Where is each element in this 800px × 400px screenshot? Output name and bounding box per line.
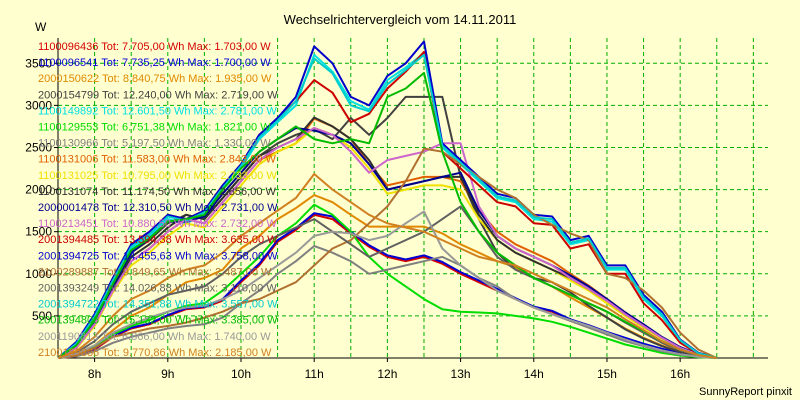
legend-entry: 1100131025 Tot: 10.795,00 Wh Max: 2.733,… [38,170,277,182]
x-tick-label: 8h [88,367,101,381]
legend-entry: 2100289887 Tot: 9.849,65 Wh Max: 2.487,0… [38,266,272,278]
series-line [57,95,717,359]
y-axis-unit: W [35,20,47,34]
y-tick-label: 3000 [25,98,52,112]
x-tick-label: 13h [451,367,471,381]
series-line [57,126,717,359]
series-line [57,173,717,359]
legend-entry: 1100130966 Tot: 5.197,50 Wh Max: 1.330,0… [38,138,271,150]
x-tick-label: 15h [597,367,617,381]
x-tick-label: 9h [161,367,174,381]
x-tick-label: 11h [305,367,324,381]
y-tick-label: 500 [32,309,52,323]
y-tick-label: 2000 [25,183,52,197]
legend-entry: 2001190813 Tot: 6.866,00 Wh Max: 1.740,0… [38,331,271,343]
legend-entry: 2000154799 Tot: 12.240,00 Wh Max: 2.719,… [38,89,278,101]
series-line [57,40,718,359]
axes: 500 1000 1500 2000 2500 3000 3500 8h 9h 10h 11h 12h… [25,38,768,381]
series-line [57,126,717,359]
y-tick-label: 1000 [25,267,52,281]
series-line [57,245,717,359]
legend-entry: 2001394485 Tot: 13.594,38 Wh Max: 3.635,… [38,234,278,246]
footer-credit: SunnyReport pinxit [699,386,792,398]
legend-entry: 2100189886 Tot: 9.770,86 Wh Max: 2.185,0… [38,347,272,359]
legend-entry: 1100131006 Tot: 11.583,00 Wh Max: 2.843,… [38,154,277,166]
legend-entry: 1100096541 Tot: 7.735,25 Wh Max: 1.700,0… [38,57,271,69]
legend-entry: 1100149892 Tot: 12.601,50 Wh Max: 2.781,… [38,105,277,117]
series-line [57,210,717,359]
legend-entry: 2001394806 Tot: 15.132,00 Wh Max: 3.385,… [38,315,278,327]
legend: 1100096436 Tot: 7.705,00 Wh Max: 1.703,0… [38,41,278,359]
legend-entry: 2001394725 Tot: 14.455,63 Wh Max: 3.758,… [38,250,278,262]
x-tick-label: 16h [670,367,690,381]
x-tick-label: 14h [524,367,544,381]
legend-entry: 1100213451 Tot: 10.880,50 Wh Max: 2.732,… [38,218,277,230]
legend-entry: 1100131074 Tot: 11.174,50 Wh Max: 2.856,… [38,186,277,198]
series-line [57,52,718,359]
x-tick-label: 12h [377,367,397,381]
grid [57,38,768,358]
y-tick-label: 3500 [25,56,52,70]
series-line [57,53,718,359]
chart-title: Wechselrichtervergleich vom 14.11.2011 [284,12,517,27]
legend-entry: 1100096436 Tot: 7.705,00 Wh Max: 1.703,0… [38,41,271,53]
x-tick-label: 10h [231,367,251,381]
series-line [57,147,718,359]
series-lines [57,40,718,359]
y-tick-label: 1500 [25,225,52,239]
legend-entry: 2001393249 Tot: 14.026,88 Wh Max: 3.110,… [38,283,277,295]
legend-entry: 1100129553 Tot: 6.751,38 Wh Max: 1.821,0… [38,122,271,134]
legend-entry: 2000150622 Tot: 8.840,75 Wh Max: 1.935,0… [38,73,272,85]
y-tick-label: 2500 [25,140,52,154]
legend-entry: 2001394722 Tot: 14.351,88 Wh Max: 3.557,… [38,299,278,311]
legend-entry: 2000001478 Tot: 12.310,50 Wh Max: 2.731,… [38,202,278,214]
series-line [57,71,717,359]
